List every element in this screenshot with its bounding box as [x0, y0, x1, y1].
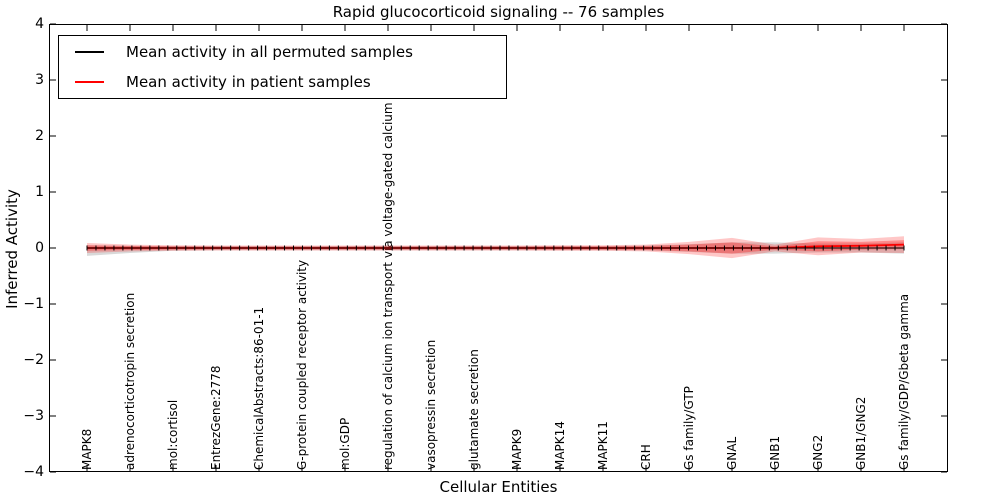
y-tick-label: 2 [35, 128, 44, 144]
y-tick-label: −1 [23, 296, 44, 312]
x-axis-label: Cellular Entities [439, 478, 558, 496]
legend-entry-patient: Mean activity in patient samples [59, 67, 506, 97]
y-tick-label: 3 [35, 72, 44, 88]
legend-label-permuted: Mean activity in all permuted samples [126, 43, 413, 61]
plot-frame [49, 24, 948, 472]
permuted-band [87, 242, 904, 256]
y-tick-label: −2 [23, 352, 44, 368]
legend-box: Mean activity in all permuted samples Me… [58, 35, 507, 99]
y-tick-label: −4 [23, 464, 44, 480]
y-tick-label: 4 [35, 16, 44, 32]
legend-line-patient-icon [75, 81, 104, 83]
legend-label-patient: Mean activity in patient samples [126, 73, 371, 91]
y-tick-label: 0 [35, 240, 44, 256]
legend-entry-permuted: Mean activity in all permuted samples [59, 37, 506, 67]
legend-line-permuted-icon [75, 51, 104, 53]
patient-band-inner [87, 240, 904, 254]
y-tick-label: 1 [35, 184, 44, 200]
chart-title: Rapid glucocorticoid signaling -- 76 sam… [332, 3, 665, 21]
y-tick-label: −3 [23, 408, 44, 424]
